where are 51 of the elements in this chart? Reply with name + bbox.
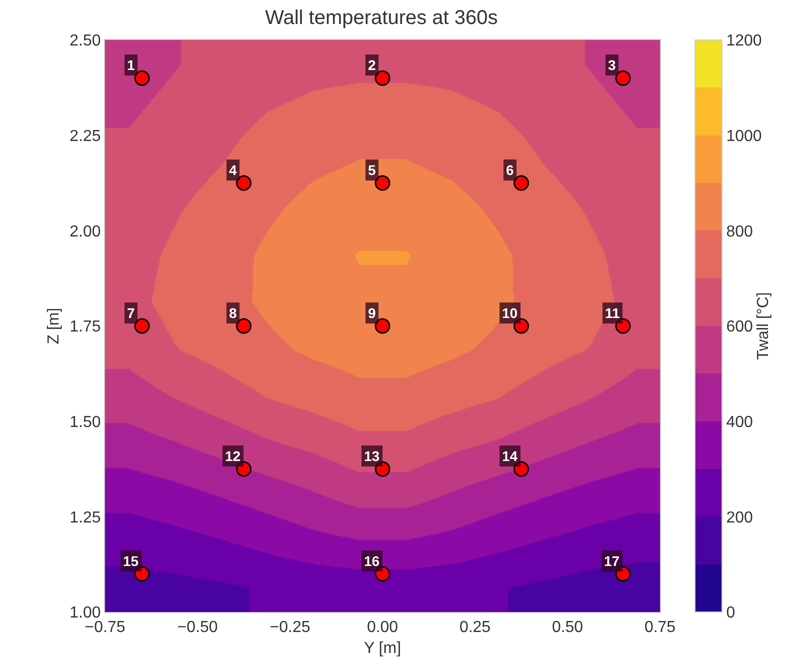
color-bar-label: 0 [726,604,736,622]
annotation: 8 [229,305,237,321]
point [236,175,252,191]
chart-title: Wall temperatures at 360s [265,7,498,30]
annotation: 14 [502,448,518,464]
color-bar-label: 600 [726,318,753,336]
annotation: 3 [608,57,616,73]
color-bar-label: 800 [726,223,753,240]
annotation: 12 [225,448,241,464]
color-bar-label: 200 [726,509,753,526]
y-tick-label: 1.00 [70,604,101,622]
annotation: 17 [604,553,620,569]
x-tick-label: 0.50 [552,619,584,636]
color-bar-label: 1200 [726,32,762,50]
x-tick-label: −0.75 [84,619,126,636]
annotation: 4 [229,162,237,178]
annotation: 6 [506,162,514,178]
annotation: 15 [123,553,139,569]
color-bar-label: 1000 [726,128,762,145]
annotation: 2 [368,57,376,73]
point [514,175,529,191]
x-tick-label: 0.00 [366,619,398,636]
annotation: 5 [368,162,376,178]
x-tick-label: −0.50 [177,619,218,636]
x-tick-label: 0.25 [459,619,491,636]
y-tick-label: 2.50 [70,32,101,50]
y-axis-title: Z [m] [46,308,63,344]
annotation: 10 [502,305,518,321]
x-axis-title: Y [m] [364,640,402,657]
annotation: 9 [368,305,376,321]
point [134,70,150,86]
color-bar-title: Twall [°C] [754,292,772,360]
y-tick-label: 1.50 [70,414,101,431]
y-tick-label: 2.25 [70,128,101,145]
point [615,70,631,86]
annotation: 13 [364,448,380,464]
x-tick-label: 0.75 [644,619,676,636]
annotation: 11 [605,305,620,321]
y-tick-label: 2.00 [70,223,101,240]
annotation: 1 [127,57,135,73]
y-tick-label: 1.25 [70,509,101,526]
point [134,318,150,334]
point [374,175,390,191]
annotation: 16 [364,553,380,569]
point [236,318,252,334]
y-tick-label: 1.75 [70,318,101,336]
point [374,70,390,86]
annotation: 7 [127,305,135,321]
color-bar-label: 400 [726,414,753,431]
point [374,318,390,334]
x-tick-label: −0.25 [270,619,310,636]
